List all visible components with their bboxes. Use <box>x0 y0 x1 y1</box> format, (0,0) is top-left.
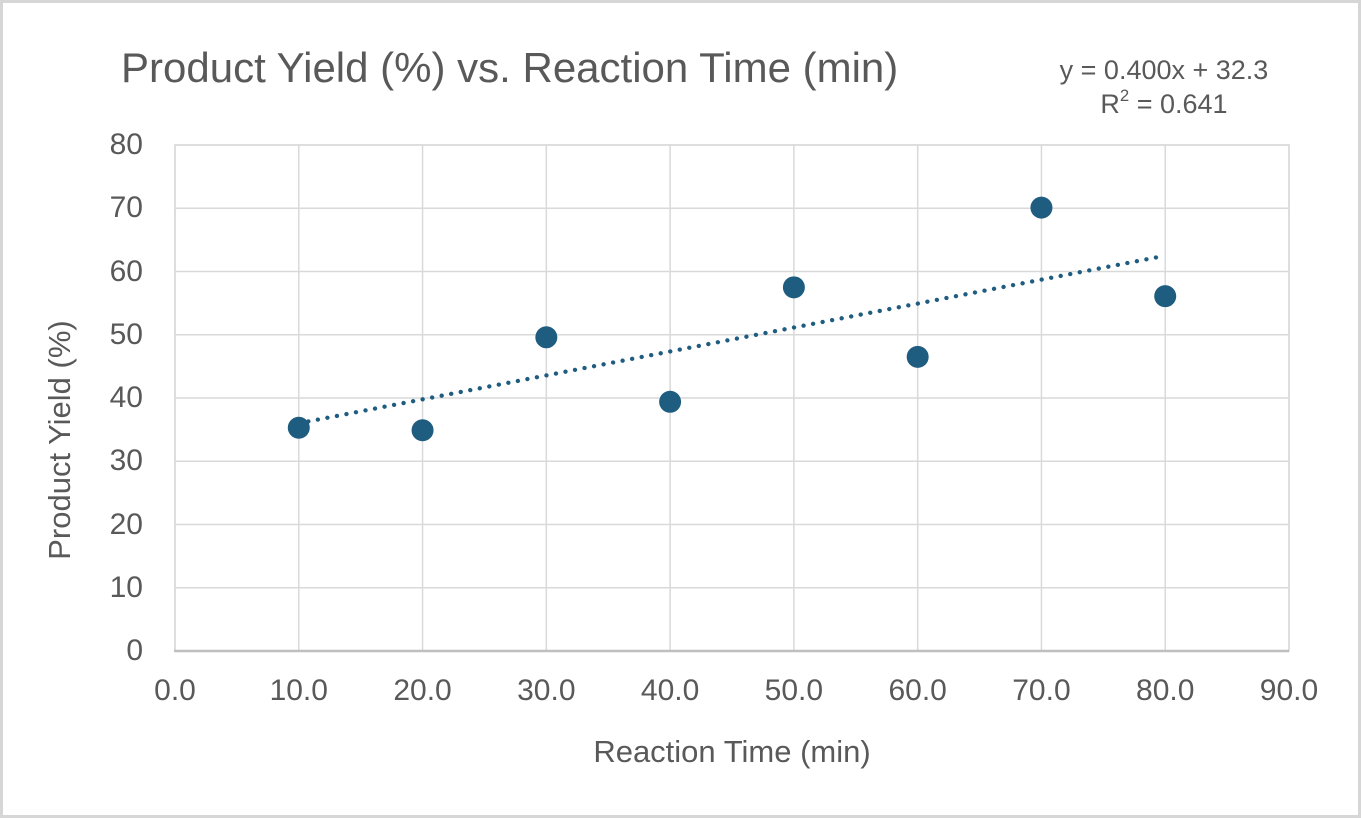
data-point-marker <box>659 390 682 413</box>
y-axis-title: Product Yield (%) <box>42 320 77 560</box>
x-axis-title: Reaction Time (min) <box>593 734 871 769</box>
trendline-r-squared: R2 = 0.641 <box>1100 86 1228 119</box>
data-point-marker <box>1030 196 1053 219</box>
data-point-marker <box>287 416 310 439</box>
chart-title: Product Yield (%) vs. Reaction Time (min… <box>121 44 899 91</box>
data-point-marker <box>906 345 929 368</box>
trendline-equation: y = 0.400x + 32.3 R2 = 0.641 <box>1039 53 1289 121</box>
trendline-equation-line1: y = 0.400x + 32.3 <box>1059 55 1269 85</box>
data-point-marker <box>782 276 805 299</box>
superscript-2: 2 <box>1119 86 1130 105</box>
data-point-marker <box>411 419 434 442</box>
data-point-marker <box>1154 285 1177 308</box>
trendline-dotted <box>296 253 1168 426</box>
data-point-marker <box>535 326 558 349</box>
scatter-plot <box>174 144 1290 653</box>
